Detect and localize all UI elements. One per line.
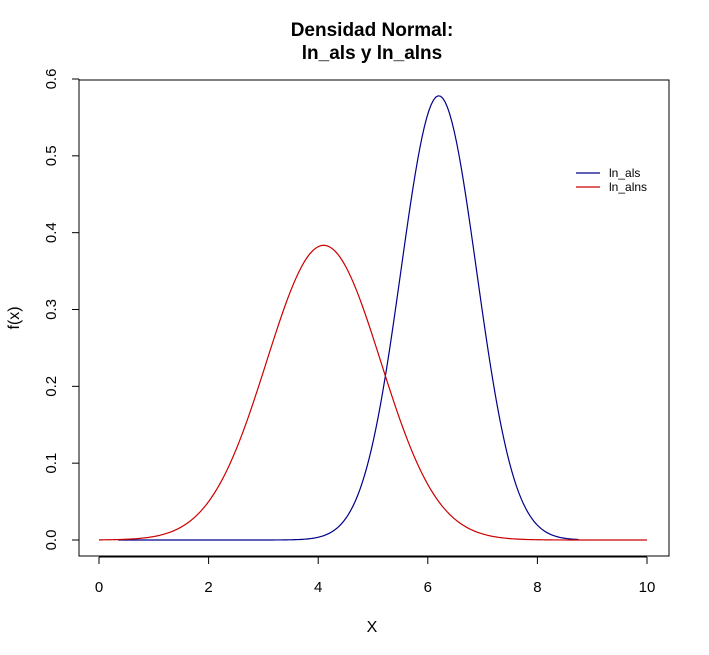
x-axis: 0 2 4 6 8 10 [95,556,656,596]
x-tick-label: 8 [533,579,541,596]
series-layer [98,95,647,541]
x-tick-label: 6 [424,579,432,596]
y-tick-label: 0.2 [43,376,60,397]
chart-title-line2: ln_als y ln_alns [302,43,442,64]
x-tick-label: 10 [639,579,656,596]
y-tick-label: 0.1 [43,453,60,474]
series-line-ln-alns [98,244,647,541]
legend-label-ln-alns: ln_alns [609,180,647,194]
y-axis-label: f(x) [6,306,23,329]
y-tick-label: 0.0 [43,530,60,551]
y-axis: 0.0 0.1 0.2 0.3 0.4 0.5 0.6 [43,69,80,551]
x-tick-label: 2 [204,579,212,596]
legend: ln_als ln_alns [576,166,647,194]
y-tick-label: 0.6 [43,69,60,90]
x-tick-label: 4 [314,579,322,596]
series-line-ln-als [118,95,579,541]
chart-title-line1: Densidad Normal: [291,20,454,41]
y-tick-label: 0.3 [43,299,60,320]
legend-label-ln-als: ln_als [609,166,640,180]
y-tick-label: 0.5 [43,145,60,166]
x-axis-label: X [367,619,378,636]
y-tick-label: 0.4 [43,222,60,243]
plot-frame [78,79,670,557]
x-tick-label: 0 [95,579,103,596]
